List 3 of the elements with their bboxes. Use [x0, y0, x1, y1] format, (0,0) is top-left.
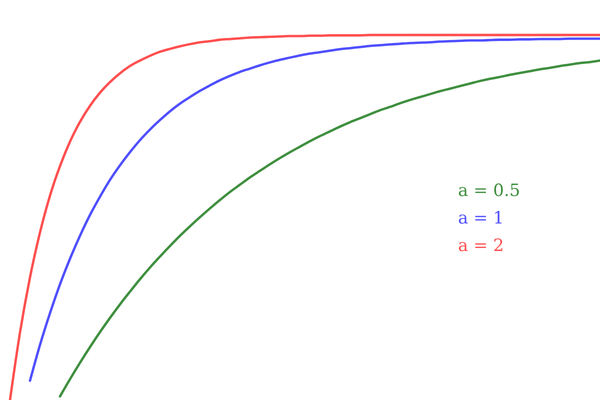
text: a = 1 [458, 208, 504, 228]
text: a = 2 [458, 236, 504, 256]
text: a = 0.5 [458, 181, 520, 201]
